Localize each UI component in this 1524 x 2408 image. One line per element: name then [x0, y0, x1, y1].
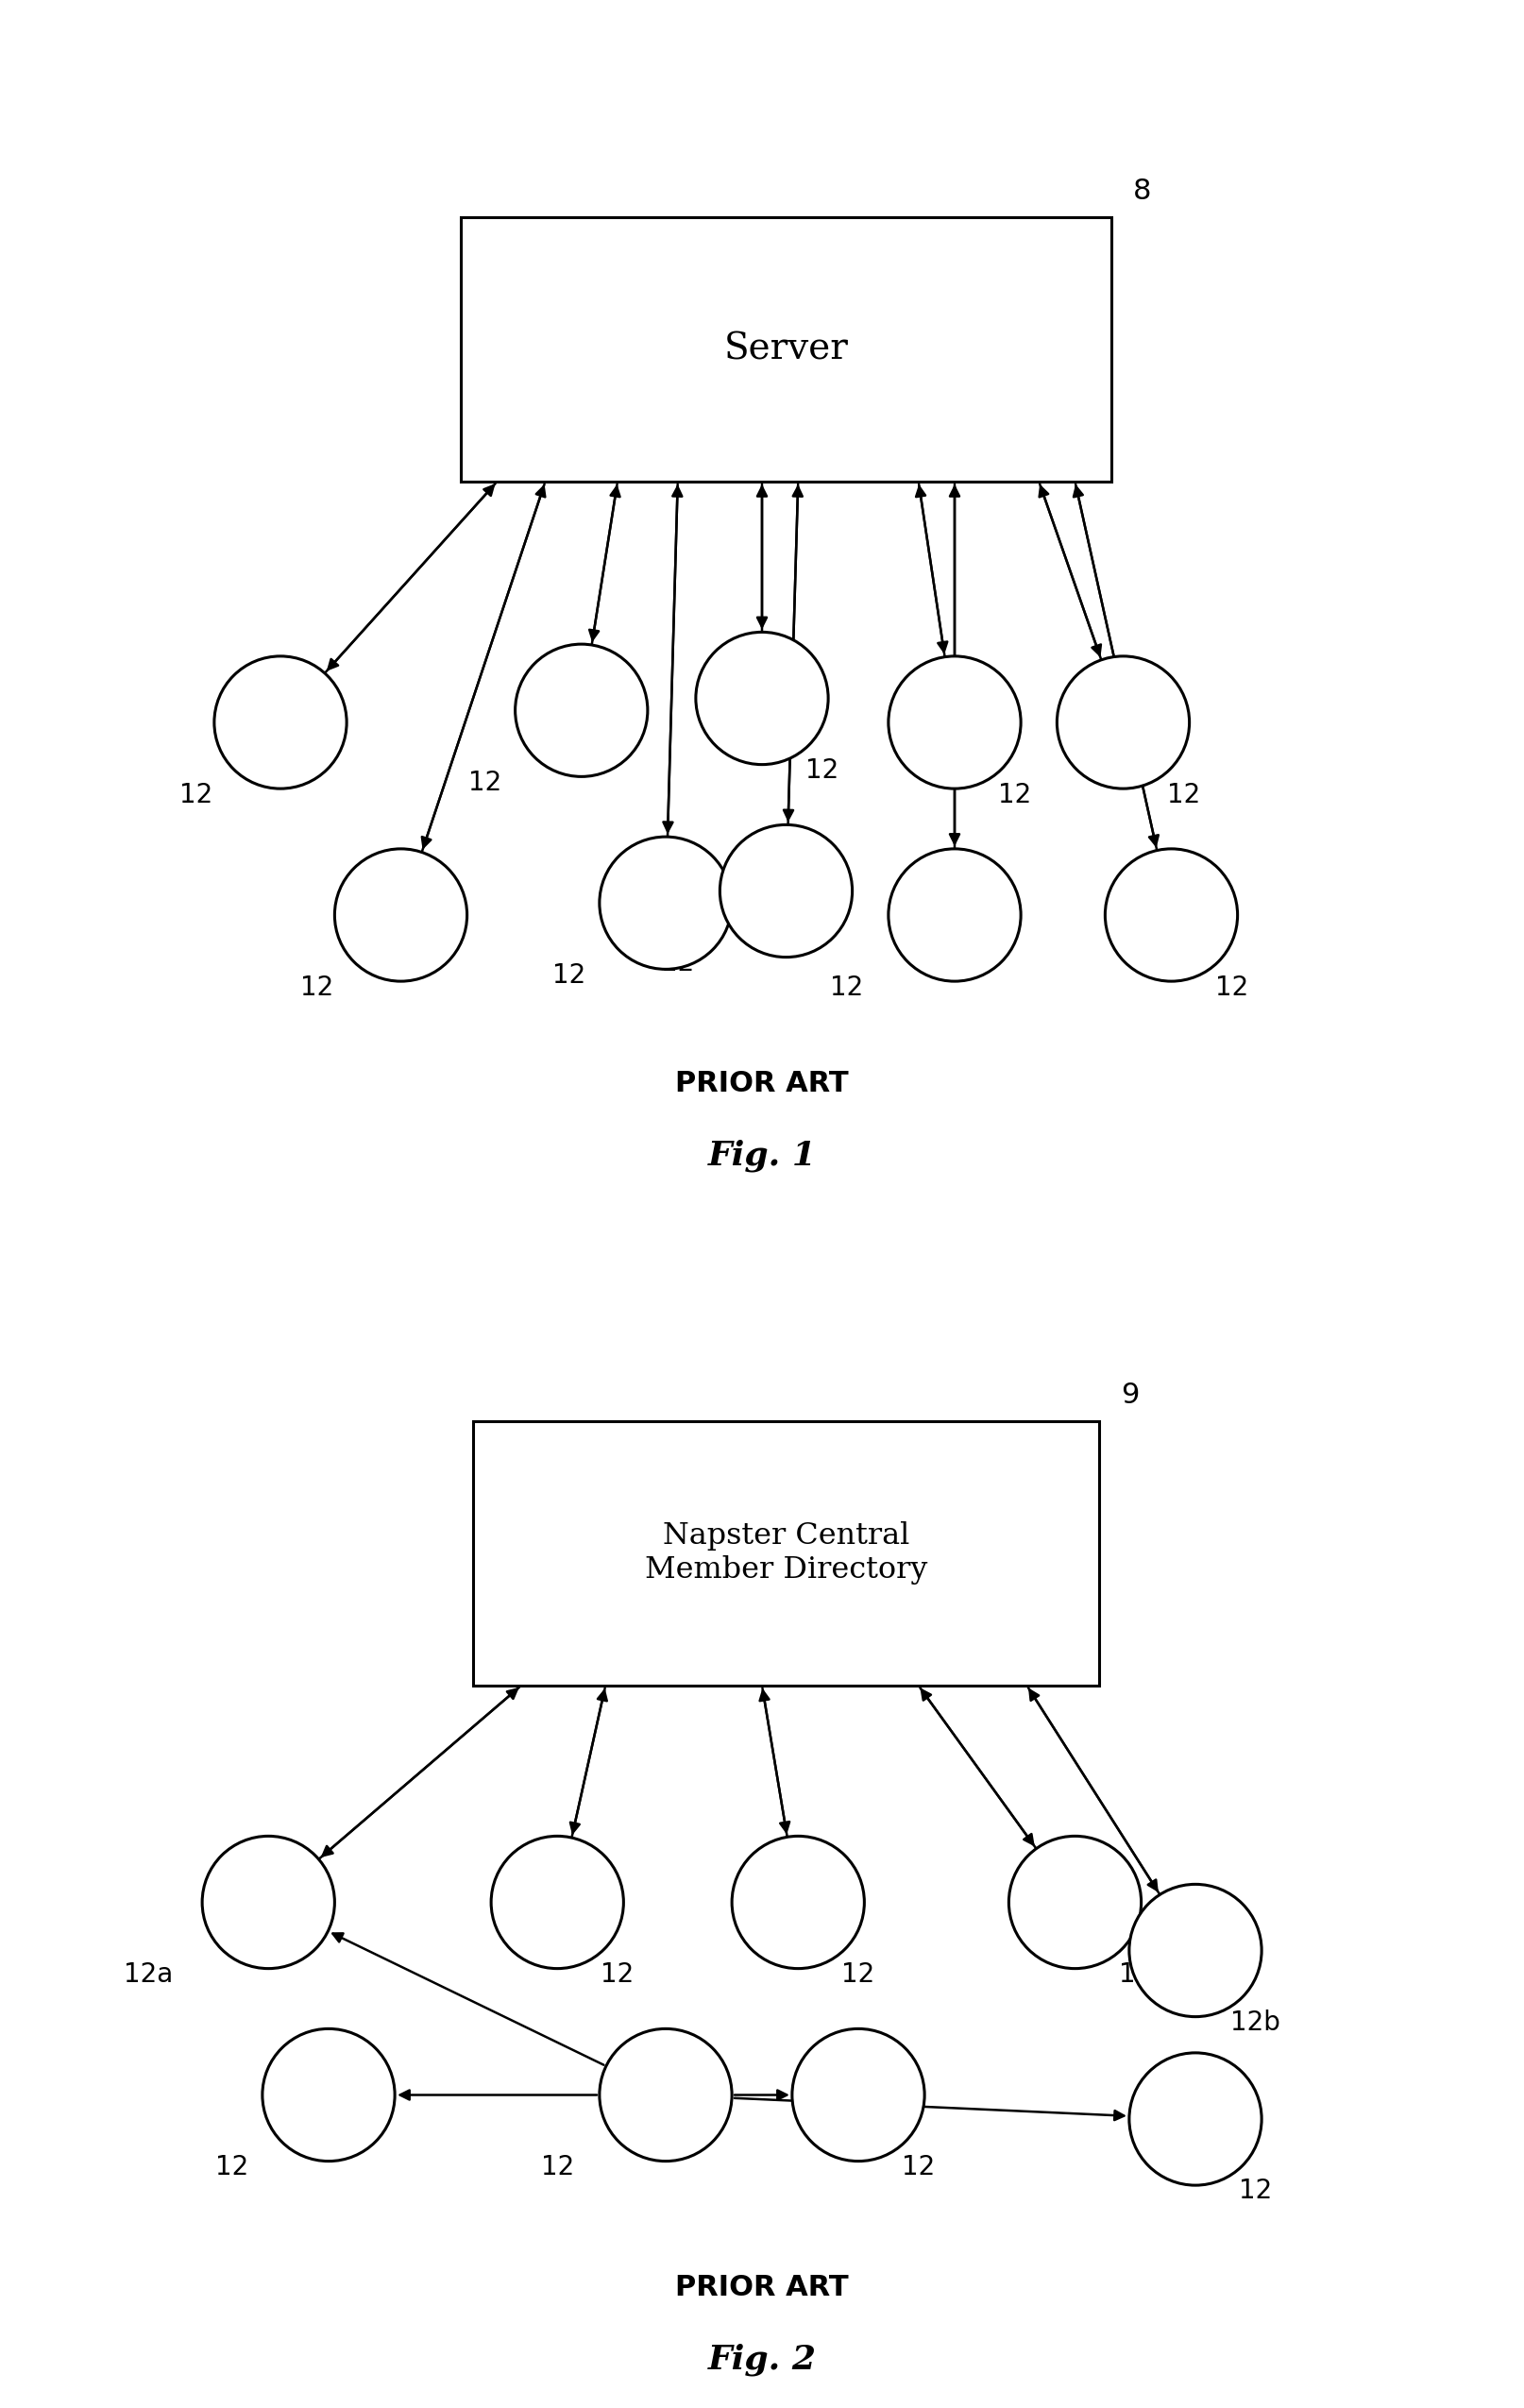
Circle shape [1129, 1883, 1262, 2018]
Text: 12a: 12a [123, 1963, 172, 1987]
Circle shape [888, 850, 1021, 982]
Circle shape [1105, 850, 1237, 982]
Text: 12: 12 [215, 2155, 248, 2179]
Text: 12b: 12b [1231, 2011, 1280, 2035]
Bar [462, 217, 1111, 482]
Text: Fig. 1: Fig. 1 [707, 1139, 817, 1173]
Text: PRIOR ART: PRIOR ART [675, 2273, 849, 2302]
Text: Fig. 2: Fig. 2 [707, 2343, 817, 2377]
Text: 12: 12 [468, 771, 501, 795]
Text: PRIOR ART: PRIOR ART [675, 1069, 849, 1098]
Text: 12: 12 [600, 1963, 634, 1987]
Text: 12: 12 [1239, 2179, 1273, 2203]
Text: Napster Central
Member Directory: Napster Central Member Directory [645, 1522, 928, 1584]
Circle shape [491, 1835, 623, 1970]
Text: 12: 12 [661, 951, 695, 975]
Text: 12: 12 [806, 759, 838, 783]
Text: 9: 9 [1120, 1382, 1138, 1409]
Circle shape [719, 824, 852, 958]
Text: 12: 12 [1215, 975, 1248, 999]
Text: 12: 12 [300, 975, 334, 999]
Circle shape [1058, 657, 1189, 790]
Circle shape [732, 1835, 864, 1970]
Circle shape [888, 657, 1021, 790]
Text: Server: Server [724, 332, 849, 366]
Text: 12: 12 [998, 783, 1032, 807]
Text: 12: 12 [1119, 1963, 1152, 1987]
Text: 12: 12 [1167, 783, 1199, 807]
Bar [472, 1421, 1099, 1686]
Circle shape [203, 1835, 335, 1970]
Circle shape [792, 2028, 925, 2162]
Circle shape [515, 645, 648, 775]
Text: 12: 12 [553, 963, 587, 987]
Circle shape [599, 2028, 732, 2162]
Circle shape [1009, 1835, 1141, 1970]
Text: 12: 12 [829, 975, 863, 999]
Circle shape [215, 657, 346, 790]
Text: 8: 8 [1132, 178, 1151, 205]
Circle shape [335, 850, 466, 982]
Circle shape [599, 838, 732, 970]
Text: 12: 12 [541, 2155, 575, 2179]
Circle shape [696, 633, 828, 766]
Text: 12: 12 [902, 2155, 936, 2179]
Text: 12: 12 [841, 1963, 875, 1987]
Text: 12: 12 [180, 783, 213, 807]
Circle shape [1129, 2052, 1262, 2186]
Circle shape [262, 2028, 395, 2162]
